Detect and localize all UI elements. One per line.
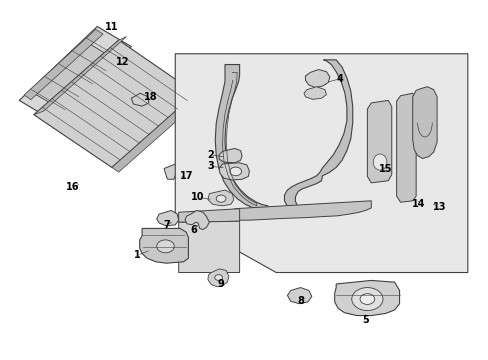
Text: 8: 8: [297, 296, 304, 306]
Polygon shape: [178, 221, 239, 273]
Text: 2: 2: [206, 150, 213, 160]
Polygon shape: [207, 190, 233, 206]
Polygon shape: [233, 201, 370, 220]
Polygon shape: [30, 42, 115, 108]
Polygon shape: [396, 93, 415, 202]
Circle shape: [216, 195, 225, 202]
Polygon shape: [219, 163, 249, 180]
Polygon shape: [412, 87, 436, 158]
Polygon shape: [112, 93, 203, 172]
Polygon shape: [305, 69, 329, 87]
Text: 5: 5: [361, 315, 368, 325]
Polygon shape: [284, 60, 352, 212]
Text: 7: 7: [163, 220, 169, 230]
Text: 10: 10: [191, 192, 204, 202]
Polygon shape: [207, 269, 228, 287]
Circle shape: [351, 288, 382, 311]
Text: 11: 11: [105, 22, 119, 32]
Text: 17: 17: [180, 171, 193, 181]
Ellipse shape: [372, 154, 386, 170]
Polygon shape: [175, 54, 467, 273]
Text: 9: 9: [217, 279, 224, 289]
Circle shape: [214, 275, 222, 280]
Circle shape: [229, 167, 241, 176]
Polygon shape: [34, 37, 126, 115]
Polygon shape: [163, 162, 186, 179]
Text: 1: 1: [134, 250, 141, 260]
Text: 14: 14: [411, 199, 425, 210]
Circle shape: [157, 240, 174, 253]
Circle shape: [359, 294, 374, 305]
Polygon shape: [140, 228, 188, 263]
Polygon shape: [131, 93, 149, 106]
Text: 18: 18: [144, 92, 157, 102]
Text: 16: 16: [66, 182, 80, 192]
Polygon shape: [366, 100, 391, 183]
Polygon shape: [178, 209, 239, 222]
Text: 4: 4: [336, 74, 342, 84]
Polygon shape: [219, 148, 242, 163]
Polygon shape: [215, 64, 267, 212]
Text: 13: 13: [432, 202, 446, 212]
Polygon shape: [157, 211, 178, 226]
Polygon shape: [34, 40, 195, 167]
Polygon shape: [19, 27, 131, 121]
Text: 3: 3: [206, 161, 213, 171]
Polygon shape: [184, 211, 209, 229]
Polygon shape: [24, 30, 103, 100]
Polygon shape: [334, 280, 399, 316]
Text: 12: 12: [116, 57, 129, 67]
Text: 15: 15: [378, 163, 392, 174]
Polygon shape: [304, 87, 326, 99]
Text: 6: 6: [189, 225, 196, 235]
Polygon shape: [287, 288, 311, 304]
